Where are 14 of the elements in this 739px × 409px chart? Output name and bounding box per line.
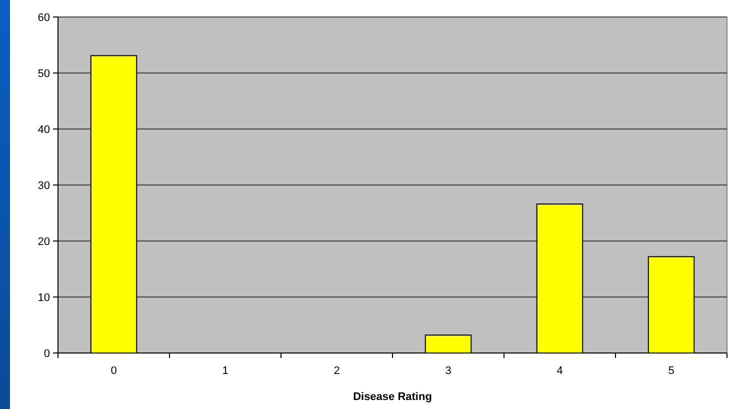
y-tick-label: 10 — [38, 292, 50, 304]
x-tick-label: 0 — [110, 365, 117, 377]
x-tick-label: 1 — [222, 365, 228, 377]
y-tick-label: 40 — [38, 124, 50, 136]
y-tick-label: 30 — [38, 180, 50, 192]
x-axis-title: Disease Rating — [353, 391, 432, 403]
y-tick-label: 50 — [38, 68, 50, 80]
y-tick-label: 0 — [44, 348, 50, 360]
x-tick-label: 4 — [556, 365, 563, 377]
x-tick-label: 5 — [668, 365, 674, 377]
y-tick-label: 20 — [38, 236, 50, 248]
x-tick-label: 2 — [334, 365, 340, 377]
x-tick-label: 3 — [445, 365, 452, 377]
y-tick-label: 60 — [38, 12, 50, 24]
